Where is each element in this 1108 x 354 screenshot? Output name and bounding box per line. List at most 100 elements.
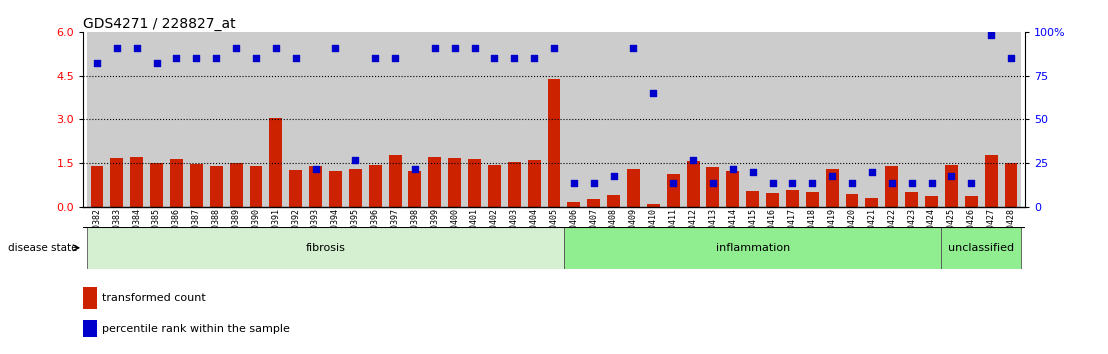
Text: percentile rank within the sample: percentile rank within the sample bbox=[102, 324, 290, 333]
Bar bbox=[925, 196, 938, 207]
Bar bbox=[88, 32, 107, 207]
Bar bbox=[882, 32, 902, 207]
Bar bbox=[942, 32, 962, 207]
Bar bbox=[762, 32, 782, 207]
Point bbox=[107, 45, 125, 51]
Bar bbox=[607, 195, 620, 207]
Point bbox=[485, 55, 503, 61]
Bar bbox=[862, 32, 882, 207]
Point bbox=[823, 173, 841, 178]
Bar bbox=[842, 32, 862, 207]
Bar bbox=[664, 32, 684, 207]
Bar bbox=[687, 161, 699, 207]
Bar bbox=[667, 175, 679, 207]
Point bbox=[645, 90, 663, 96]
Bar bbox=[746, 191, 759, 207]
Bar bbox=[409, 171, 421, 207]
Point bbox=[665, 180, 683, 185]
Point bbox=[843, 180, 861, 185]
Bar bbox=[444, 32, 464, 207]
Bar bbox=[905, 192, 919, 207]
Bar bbox=[684, 32, 702, 207]
Bar bbox=[1001, 32, 1020, 207]
Bar bbox=[166, 32, 186, 207]
Point bbox=[983, 33, 1001, 38]
Bar bbox=[131, 158, 143, 207]
Bar bbox=[742, 32, 762, 207]
Bar bbox=[484, 32, 504, 207]
Text: disease state: disease state bbox=[8, 243, 78, 253]
Bar bbox=[825, 169, 839, 207]
Point bbox=[167, 55, 185, 61]
Bar bbox=[544, 32, 564, 207]
Bar bbox=[822, 32, 842, 207]
Point bbox=[287, 55, 305, 61]
Bar bbox=[902, 32, 922, 207]
Point bbox=[943, 173, 961, 178]
Bar bbox=[189, 164, 203, 207]
Bar bbox=[209, 166, 223, 207]
Point bbox=[685, 157, 702, 162]
Bar bbox=[449, 158, 461, 207]
Bar bbox=[865, 198, 879, 207]
Bar bbox=[524, 32, 544, 207]
Point bbox=[783, 180, 801, 185]
Bar bbox=[547, 79, 561, 207]
Point bbox=[724, 166, 741, 171]
Point bbox=[585, 180, 603, 185]
Bar bbox=[88, 227, 564, 269]
Bar bbox=[83, 287, 96, 309]
Bar bbox=[389, 155, 401, 207]
Point bbox=[1002, 55, 1019, 61]
Point bbox=[803, 180, 821, 185]
Bar bbox=[1005, 163, 1017, 207]
Bar bbox=[802, 32, 822, 207]
Bar bbox=[766, 193, 779, 207]
Bar bbox=[527, 160, 541, 207]
Bar bbox=[126, 32, 146, 207]
Point bbox=[445, 45, 463, 51]
Bar bbox=[985, 154, 997, 207]
Bar bbox=[369, 165, 381, 207]
Point bbox=[565, 180, 583, 185]
Bar bbox=[346, 32, 366, 207]
Bar bbox=[604, 32, 624, 207]
Bar bbox=[806, 192, 819, 207]
Point bbox=[127, 45, 145, 51]
Bar bbox=[507, 162, 521, 207]
Bar bbox=[83, 320, 96, 337]
Bar bbox=[429, 157, 441, 207]
Point bbox=[367, 55, 384, 61]
Bar bbox=[206, 32, 226, 207]
Bar bbox=[504, 32, 524, 207]
Point bbox=[387, 55, 404, 61]
Bar bbox=[326, 32, 346, 207]
Bar bbox=[647, 204, 659, 207]
Bar bbox=[186, 32, 206, 207]
Point bbox=[247, 55, 265, 61]
Point bbox=[327, 45, 345, 51]
Point bbox=[425, 45, 443, 51]
Point bbox=[505, 55, 523, 61]
Bar bbox=[564, 227, 942, 269]
Bar bbox=[289, 170, 302, 207]
Point bbox=[883, 180, 901, 185]
Point bbox=[605, 173, 623, 178]
Point bbox=[347, 157, 365, 162]
Bar bbox=[707, 167, 719, 207]
Bar bbox=[146, 32, 166, 207]
Bar bbox=[945, 165, 957, 207]
Point bbox=[863, 169, 881, 175]
Bar bbox=[624, 32, 644, 207]
Bar bbox=[584, 32, 604, 207]
Point bbox=[763, 180, 781, 185]
Bar bbox=[266, 32, 286, 207]
Point bbox=[545, 45, 563, 51]
Point bbox=[307, 166, 325, 171]
Point bbox=[963, 180, 981, 185]
Bar bbox=[406, 32, 424, 207]
Point bbox=[704, 180, 721, 185]
Text: transformed count: transformed count bbox=[102, 293, 206, 303]
Bar bbox=[286, 32, 306, 207]
Point bbox=[147, 61, 165, 66]
